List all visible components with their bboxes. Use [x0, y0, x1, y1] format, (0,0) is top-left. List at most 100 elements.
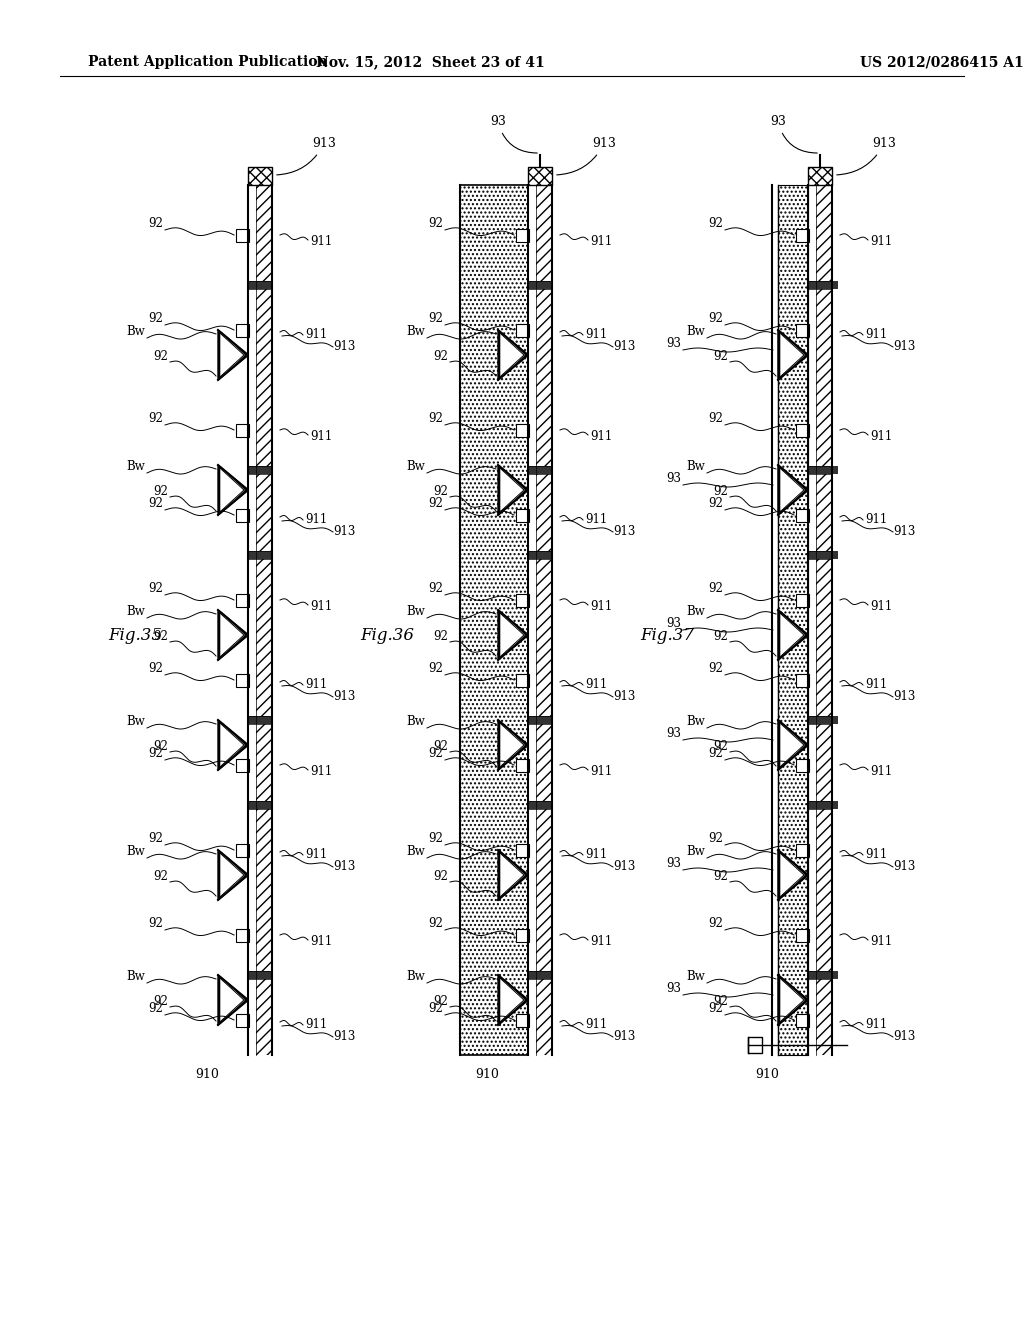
Text: 92: 92 [709, 582, 723, 595]
Polygon shape [781, 979, 804, 1020]
Text: 92: 92 [709, 1002, 723, 1015]
Text: 911: 911 [305, 847, 328, 861]
Bar [778, 185, 808, 1055]
Text: 92: 92 [428, 312, 443, 325]
Bar [516, 1014, 529, 1027]
Text: 92: 92 [428, 582, 443, 595]
Polygon shape [221, 469, 244, 511]
Text: Bw: Bw [407, 459, 425, 473]
Bar [248, 168, 272, 185]
Text: 93: 93 [666, 337, 681, 350]
Bar [248, 972, 272, 979]
Text: 911: 911 [305, 1018, 328, 1031]
Text: 92: 92 [709, 216, 723, 230]
Text: Bw: Bw [407, 715, 425, 729]
Bar [528, 466, 552, 474]
Bar [528, 168, 552, 185]
Text: 911: 911 [585, 1018, 607, 1031]
Text: 92: 92 [154, 741, 168, 752]
Bar [808, 715, 838, 723]
Text: 93: 93 [770, 115, 817, 153]
Bar [748, 1038, 762, 1053]
Bar [248, 801, 272, 809]
Text: 911: 911 [870, 430, 892, 444]
Bar [516, 759, 529, 771]
Bar [816, 185, 831, 1055]
Text: 910: 910 [755, 1068, 779, 1081]
Polygon shape [221, 854, 244, 896]
Text: 92: 92 [148, 747, 163, 760]
Text: 913: 913 [893, 861, 915, 873]
Bar [796, 508, 809, 521]
Bar [236, 424, 249, 437]
Text: 913: 913 [613, 525, 635, 539]
Text: 93: 93 [666, 473, 681, 484]
Bar [808, 281, 838, 289]
Polygon shape [778, 330, 808, 380]
Text: 913: 913 [333, 861, 355, 873]
Bar [248, 715, 272, 723]
Text: 913: 913 [893, 690, 915, 704]
Text: 911: 911 [590, 601, 612, 612]
Text: Bw: Bw [126, 325, 145, 338]
Text: Bw: Bw [126, 459, 145, 473]
Text: 92: 92 [154, 484, 168, 498]
Text: 911: 911 [590, 766, 612, 777]
Text: 911: 911 [590, 935, 612, 948]
Text: 911: 911 [865, 1018, 887, 1031]
Polygon shape [501, 614, 524, 656]
Text: 911: 911 [865, 847, 887, 861]
Text: 92: 92 [154, 350, 168, 363]
Polygon shape [778, 719, 808, 770]
Text: 92: 92 [148, 917, 163, 931]
Bar [236, 508, 249, 521]
Text: Bw: Bw [126, 715, 145, 729]
Text: 92: 92 [154, 630, 168, 643]
Text: Bw: Bw [686, 970, 705, 983]
Text: 913: 913 [613, 341, 635, 352]
Text: Bw: Bw [686, 459, 705, 473]
Bar [516, 673, 529, 686]
Text: 910: 910 [475, 1068, 499, 1081]
Text: 93: 93 [490, 115, 538, 153]
Text: 913: 913 [837, 137, 896, 174]
Bar [236, 843, 249, 857]
Text: Bw: Bw [407, 970, 425, 983]
Bar [536, 185, 552, 1055]
Text: 913: 913 [333, 690, 355, 704]
Text: 92: 92 [709, 498, 723, 510]
Bar [796, 928, 809, 941]
Polygon shape [781, 723, 804, 766]
Polygon shape [498, 975, 528, 1026]
Text: Bw: Bw [407, 605, 425, 618]
Bar [808, 972, 838, 979]
Text: 92: 92 [428, 663, 443, 675]
Text: 911: 911 [590, 430, 612, 444]
Bar [528, 801, 552, 809]
Bar [528, 168, 552, 185]
Text: 913: 913 [893, 341, 915, 352]
Polygon shape [498, 465, 528, 515]
Text: 92: 92 [709, 917, 723, 931]
Text: 910: 910 [195, 1068, 219, 1081]
Text: 911: 911 [865, 327, 887, 341]
Text: 92: 92 [148, 412, 163, 425]
Text: Patent Application Publication: Patent Application Publication [88, 55, 328, 69]
Text: Fig.36: Fig.36 [360, 627, 414, 644]
Text: 92: 92 [148, 216, 163, 230]
Polygon shape [778, 610, 808, 660]
Text: 913: 913 [613, 861, 635, 873]
Text: 911: 911 [590, 235, 612, 248]
Polygon shape [501, 723, 524, 766]
Text: Bw: Bw [686, 325, 705, 338]
Text: US 2012/0286415 A1: US 2012/0286415 A1 [860, 55, 1024, 69]
Bar [516, 424, 529, 437]
Polygon shape [218, 719, 248, 770]
Polygon shape [781, 854, 804, 896]
Text: 92: 92 [428, 1002, 443, 1015]
Bar [796, 843, 809, 857]
Text: 92: 92 [154, 995, 168, 1008]
Text: 92: 92 [713, 741, 728, 752]
Bar [516, 594, 529, 606]
Text: 92: 92 [428, 216, 443, 230]
